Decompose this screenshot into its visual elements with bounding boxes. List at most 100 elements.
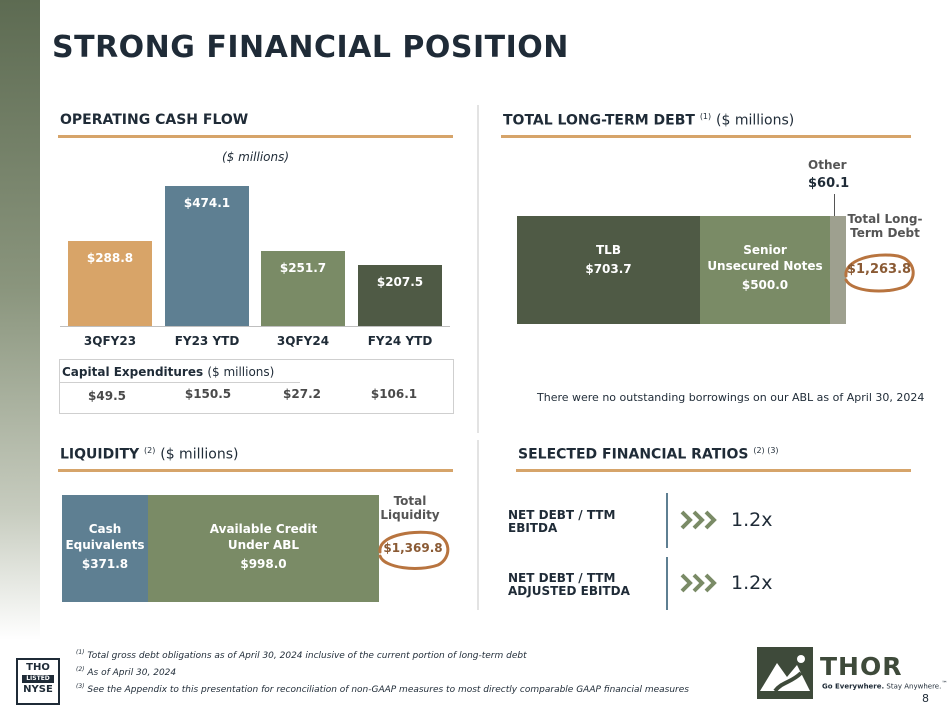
page-number: 8	[922, 692, 929, 705]
footnote-2: (2) As of April 30, 2024	[76, 663, 689, 680]
capex-value-3qfy24: $27.2	[283, 387, 321, 401]
capex-title-rule	[60, 382, 300, 383]
chevrons-right-icon	[680, 573, 717, 593]
ocf-heading-rule	[58, 135, 453, 138]
ratio-label-ebitda-line2: EBITDA	[508, 521, 558, 535]
ocf-bar-3	[358, 265, 442, 326]
debt-heading: TOTAL LONG-TERM DEBT (1) ($ millions)	[503, 112, 794, 129]
footnote-1: (1) Total gross debt obligations as of A…	[76, 646, 689, 663]
sidebar-gradient	[0, 0, 40, 640]
nyse-listed: LISTED	[22, 675, 54, 683]
chevrons-right-icon	[680, 510, 717, 530]
capex-units: ($ millions)	[207, 365, 275, 379]
total-debt-circle	[844, 253, 915, 293]
debt-segment-1-value: $500.0	[741, 278, 789, 292]
ocf-category-label-1: FY23 YTD	[174, 334, 240, 348]
ocf-category-axis: 3QFY23 FY23 YTD 3QFY24 FY24 YTD	[62, 334, 448, 352]
ratio-value-adj-ebitda: 1.2x	[731, 572, 773, 594]
ocf-bar-value-0: $288.8	[86, 251, 134, 265]
ocf-bar-0	[68, 241, 152, 326]
total-debt-label: Total Long- Term Debt	[845, 212, 925, 240]
ocf-bar-value-3: $207.5	[376, 275, 424, 289]
ratio-divider-1	[666, 493, 668, 548]
debt-heading-rule	[501, 135, 911, 138]
thor-tagline-tm: ™	[941, 681, 948, 687]
ratio-label-ebitda-line1: NET DEBT / TTM	[508, 508, 616, 522]
footnote-3-mark: (3)	[76, 683, 85, 690]
liquidity-segment-0-value: $371.8	[81, 556, 129, 571]
capex-title-label: Capital Expenditures	[62, 365, 204, 379]
total-debt-label-line1: Total Long-	[847, 212, 923, 226]
ocf-category-label-2: 3QFY24	[276, 334, 330, 348]
ratio-label-adj-ebitda-line1: NET DEBT / TTM	[508, 571, 616, 585]
debt-segment-1-label-line2: Unsecured Notes	[707, 259, 823, 273]
ratio-label-adj-ebitda-line2: ADJUSTED EBITDA	[508, 584, 630, 598]
liquidity-segment-1: Available Credit Under ABL $998.0	[148, 495, 379, 602]
liquidity-stacked-bar: Cash Equivalents $371.8 Available Credit Und…	[62, 495, 379, 602]
footnote-3-text: See the Appendix to this presentation fo…	[87, 685, 689, 695]
thor-tagline-rest: Stay Anywhere.	[884, 682, 942, 691]
ocf-bar-2	[261, 251, 345, 326]
ratio-divider-2	[666, 557, 668, 610]
thor-brand-name: THOR	[820, 652, 903, 681]
debt-heading-label: TOTAL LONG-TERM DEBT	[503, 112, 695, 129]
ratios-heading: SELECTED FINANCIAL RATIOS (2) (3)	[518, 446, 779, 463]
thor-tagline-bold: Go Everywhere.	[822, 682, 885, 691]
debt-segment-2	[830, 216, 846, 324]
capex-value-fy23-ytd: $150.5	[184, 387, 232, 401]
ocf-category-label-3: FY24 YTD	[367, 334, 433, 348]
operating-cash-flow-chart: $288.8 $474.1 $251.7 $207.5	[62, 170, 448, 326]
total-liquidity-value: $1,369.8	[383, 541, 443, 555]
footnote-1-mark: (1)	[76, 649, 85, 656]
liquidity-segment-0-label-line2: Equivalents	[65, 537, 145, 552]
capex-value-fy24-ytd: $106.1	[370, 387, 418, 401]
footnote-2-mark: (2)	[76, 666, 85, 673]
debt-stacked-bar: TLB $703.7 Senior Unsecured Notes $500.0	[517, 216, 846, 324]
vertical-divider-bottom	[477, 440, 479, 610]
other-value: $60.1	[808, 176, 850, 191]
liquidity-heading: LIQUIDITY (2) ($ millions)	[60, 446, 238, 463]
liquidity-units: ($ millions)	[160, 446, 239, 463]
other-leader-line	[834, 194, 835, 216]
chart-baseline	[60, 326, 450, 327]
ratio-label-ebitda: NET DEBT / TTM EBITDA	[508, 509, 615, 535]
thor-tagline: Go Everywhere. Stay Anywhere.™	[822, 681, 947, 690]
debt-units: ($ millions)	[716, 112, 795, 129]
ocf-units: ($ millions)	[222, 150, 290, 164]
debt-segment-0-label-line1: TLB	[596, 243, 621, 257]
liquidity-segment-1-label-line2: Under ABL	[227, 537, 300, 552]
total-liquidity-label-line2: Liquidity	[380, 508, 440, 522]
nyse-logo: THO LISTED NYSE	[16, 658, 60, 705]
liquidity-segment-0: Cash Equivalents $371.8	[62, 495, 148, 602]
liquidity-heading-sup: (2)	[144, 446, 156, 455]
total-debt-value: $1,263.8	[846, 262, 912, 277]
ratios-heading-label: SELECTED FINANCIAL RATIOS	[518, 446, 749, 463]
nyse-exchange: NYSE	[23, 684, 53, 695]
liquidity-segment-0-label-line1: Cash	[88, 521, 122, 536]
total-liquidity-circle	[378, 530, 450, 570]
capex-value-3qfy23: $49.5	[88, 389, 126, 403]
footnotes: (1) Total gross debt obligations as of A…	[76, 646, 689, 697]
ratios-heading-sup: (2) (3)	[753, 446, 779, 455]
ratio-value-ebitda: 1.2x	[731, 509, 773, 531]
ocf-bar-value-1: $474.1	[183, 196, 231, 210]
total-liquidity-label: Total Liquidity	[380, 494, 440, 522]
total-liquidity-label-line1: Total	[393, 494, 427, 508]
debt-segment-0: TLB $703.7	[517, 216, 700, 324]
operating-cash-flow-heading: OPERATING CASH FLOW	[60, 112, 249, 128]
debt-segment-1: Senior Unsecured Notes $500.0	[700, 216, 830, 324]
ocf-category-label-0: 3QFY23	[83, 334, 137, 348]
liquidity-heading-label: LIQUIDITY	[60, 446, 140, 463]
ocf-bar-value-2: $251.7	[279, 261, 327, 275]
footnote-3: (3) See the Appendix to this presentatio…	[76, 680, 689, 697]
liquidity-segment-1-label-line1: Available Credit	[209, 521, 318, 536]
debt-heading-sup: (1)	[699, 112, 712, 121]
ratios-heading-rule	[516, 469, 911, 472]
debt-segment-0-value: $703.7	[585, 262, 632, 276]
ocf-bar-1	[165, 186, 249, 326]
footnote-2-text: As of April 30, 2024	[87, 668, 177, 678]
total-debt-label-line2: Term Debt	[850, 226, 920, 240]
liquidity-segment-1-value: $998.0	[240, 556, 287, 571]
liquidity-heading-rule	[58, 469, 453, 472]
abl-note: There were no outstanding borrowings on …	[537, 391, 925, 404]
